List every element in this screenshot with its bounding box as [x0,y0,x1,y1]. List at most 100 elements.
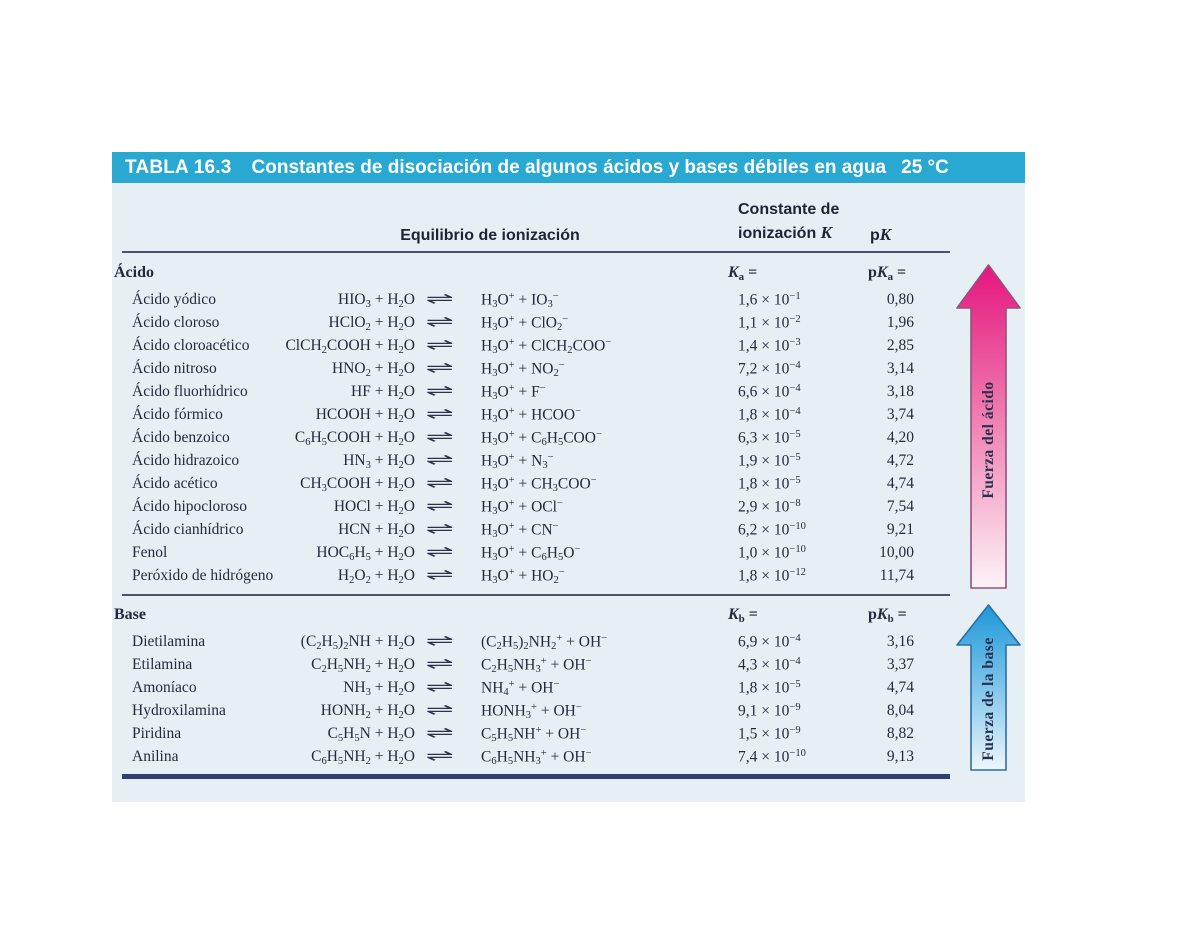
base-arrow-label: Fuerza de la base [979,637,997,762]
column-header-constante-text: Constante de ionización [738,201,840,242]
table-row: Ácido acético CH3COOH + H2O ⇌ H3O+ + CH3… [122,469,950,494]
table-row: Ácido cloroacético ClCH2COOH + H2O ⇌ H3O… [122,331,950,356]
ionization-constant-value: 1,1 × 10−2 [738,314,801,332]
species-name: Fenol [132,544,168,562]
column-header-pk: pK [870,225,891,245]
reaction-reactants: C2H5NH2 + H2O [311,656,415,676]
pk-prefix: p [870,227,880,244]
table-row: Ácido cianhídrico HCN + H2O ⇌ H3O+ + CN−… [122,515,950,540]
ionization-constant-value: 1,4 × 10−3 [738,337,801,355]
reaction-reactants: NH3 + H2O [343,679,415,699]
ionization-constant-value: 9,1 × 10−9 [738,702,801,720]
column-header-constante: Constante de ionización K [738,198,839,245]
pk-value: 7,54 [886,498,914,516]
table-row: Ácido fórmico HCOOH + H2O ⇌ H3O+ + HCOO−… [122,400,950,425]
ionization-constant-value: 4,3 × 10−4 [738,656,801,674]
equilibrium-arrows-icon: ⇌ [425,746,455,766]
equilibrium-arrows-icon: ⇌ [425,404,455,424]
ionization-constant-value: 1,5 × 10−9 [738,725,801,743]
equilibrium-arrows-icon: ⇌ [425,381,455,401]
species-name: Ácido cloroso [132,314,220,332]
pk-value: 8,82 [886,725,914,743]
ionization-constant-value: 1,8 × 10−5 [738,475,801,493]
ionization-constant-value: 6,9 × 10−4 [738,633,801,651]
reaction-reactants: C6H5NH2 + H2O [311,748,415,768]
species-name: Anilina [132,748,179,766]
pk-value: 11,74 [879,567,914,585]
species-name: Ácido fórmico [132,406,223,424]
equilibrium-arrows-icon: ⇌ [425,565,455,585]
table-row: Ácido nitroso HNO2 + H2O ⇌ H3O+ + NO2− 7… [122,354,950,379]
ionization-constant-value: 6,3 × 10−5 [738,429,801,447]
table-row: Ácido cloroso HClO2 + H2O ⇌ H3O+ + ClO2−… [122,308,950,333]
table-title-banner: TABLA 16.3 Constantes de disociación de … [112,152,1025,183]
equilibrium-arrows-icon: ⇌ [425,450,455,470]
pk-value: 2,85 [886,337,914,355]
equilibrium-arrows-icon: ⇌ [425,677,455,697]
equilibrium-arrows-icon: ⇌ [425,427,455,447]
ionization-constant-value: 1,8 × 10−4 [738,406,801,424]
pk-value: 0,80 [886,291,914,309]
reaction-products: HONH3+ + OH− [481,702,582,722]
species-name: Ácido cloroacético [132,337,250,355]
pk-value: 4,74 [886,475,914,493]
pk-value: 3,37 [886,656,914,674]
equilibrium-arrows-icon: ⇌ [425,335,455,355]
species-name: Ácido hidrazoico [132,452,240,470]
table-row: Ácido yódico HIO3 + H2O ⇌ H3O+ + IO3− 1,… [122,285,950,310]
table-row: Ácido hipocloroso HOCl + H2O ⇌ H3O+ + OC… [122,492,950,517]
reaction-products: C5H5NH+ + OH− [481,725,587,745]
species-name: Ácido fluorhídrico [132,383,248,401]
reaction-products: H3O+ + HO2− [481,567,565,587]
pk-value: 4,20 [886,429,914,447]
equilibrium-arrows-icon: ⇌ [425,496,455,516]
base-section-header: Base Kb = pKb = [112,603,1025,627]
pk-value: 1,96 [886,314,914,332]
reaction-reactants: C6H5COOH + H2O [294,429,415,449]
base-k-header: Kb = [728,606,758,626]
bottom-rule [122,774,950,779]
reaction-products: C6H5NH3+ + OH− [481,748,592,768]
reaction-products: H3O+ + OCl− [481,498,563,518]
ionization-constant-value: 6,2 × 10−10 [738,521,806,539]
table-row: Ácido benzoico C6H5COOH + H2O ⇌ H3O+ + C… [122,423,950,448]
section-divider [122,594,950,596]
reaction-reactants: HN3 + H2O [343,452,415,472]
reaction-reactants: (C2H5)2NH + H2O [300,633,415,653]
base-pk-header: pKb = [868,606,907,626]
reaction-reactants: HOC6H5 + H2O [316,544,415,564]
table-row: Ácido hidrazoico HN3 + H2O ⇌ H3O+ + N3− … [122,446,950,471]
reaction-reactants: HNO2 + H2O [331,360,415,380]
acid-k-header: Ka = [728,264,758,284]
reaction-reactants: HIO3 + H2O [338,291,415,311]
column-header-k-symbol: K [820,223,833,242]
ionization-constant-value: 6,6 × 10−4 [738,383,801,401]
reaction-products: H3O+ + C6H5O− [481,544,581,564]
ionization-constant-value: 7,2 × 10−4 [738,360,801,378]
reaction-reactants: C5H5N + H2O [327,725,415,745]
pk-value: 4,72 [886,452,914,470]
acid-arrow-shape [956,264,1021,589]
acid-rows: Ácido yódico HIO3 + H2O ⇌ H3O+ + IO3− 1,… [122,285,950,586]
acid-arrow-label: Fuerza del ácido [979,380,997,499]
table-row: Piridina C5H5N + H2O ⇌ C5H5NH+ + OH− 1,5… [122,719,950,744]
equilibrium-arrows-icon: ⇌ [425,542,455,562]
pk-value: 3,16 [886,633,914,651]
equilibrium-arrows-icon: ⇌ [425,631,455,651]
reaction-products: H3O+ + C6H5COO− [481,429,602,449]
table-row: Peróxido de hidrógeno H2O2 + H2O ⇌ H3O+ … [122,561,950,586]
base-rows: Dietilamina (C2H5)2NH + H2O ⇌ (C2H5)2NH2… [122,627,950,767]
reaction-products: H3O+ + NO2− [481,360,565,380]
reaction-products: H3O+ + CN− [481,521,559,541]
table-row: Anilina C6H5NH2 + H2O ⇌ C6H5NH3+ + OH− 7… [122,742,950,767]
ionization-constant-value: 1,8 × 10−12 [738,567,806,585]
species-name: Peróxido de hidrógeno [132,567,274,585]
table-row: Etilamina C2H5NH2 + H2O ⇌ C2H5NH3+ + OH−… [122,650,950,675]
reaction-products: NH4+ + OH− [481,679,560,699]
acid-section-header: Ácido Ka = pKa = [112,261,1025,285]
reaction-reactants: CH3COOH + H2O [300,475,415,495]
reaction-reactants: HF + H2O [351,383,415,403]
reaction-reactants: ClCH2COOH + H2O [285,337,415,357]
equilibrium-arrows-icon: ⇌ [425,654,455,674]
base-section-label: Base [114,606,146,623]
